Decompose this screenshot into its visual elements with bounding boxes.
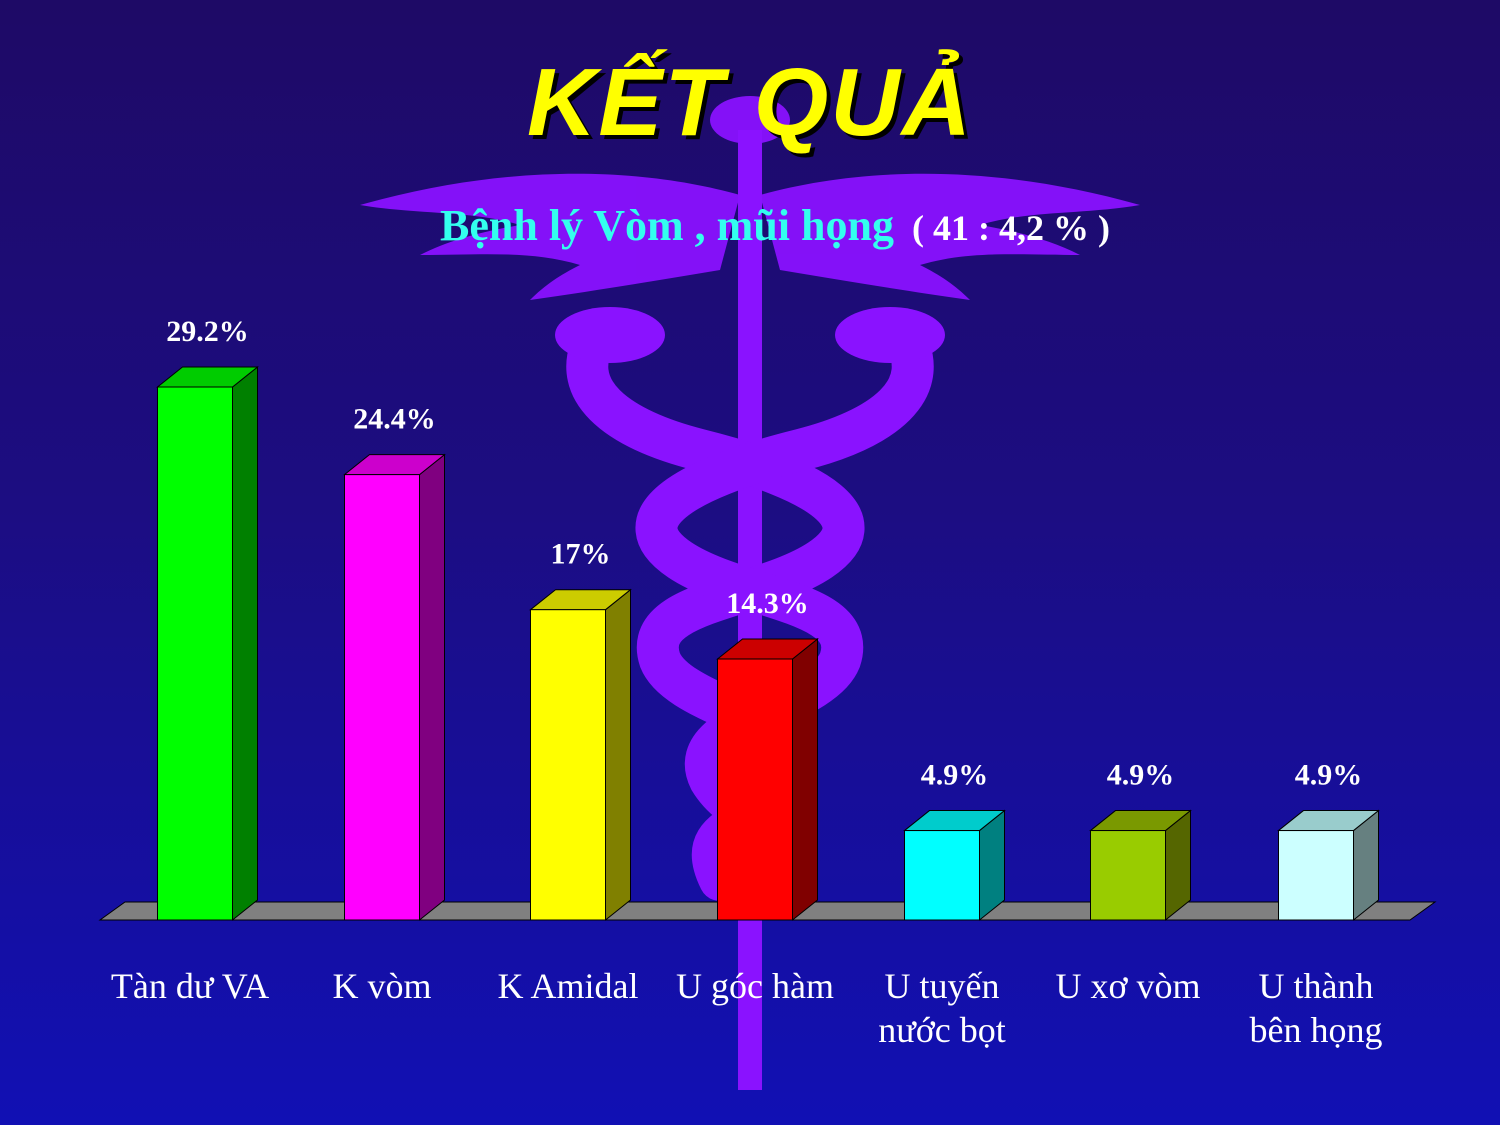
subtitle-text: Bệnh lý Vòm , mũi họng [440,201,894,250]
slide-title: KẾT QUẢ [527,49,973,156]
bar [717,658,793,921]
category-label: bên họng [1250,1010,1383,1050]
subtitle-note: ( 41 : 4,2 % ) [911,208,1110,248]
bar-side [605,588,631,922]
category-label: U góc hàm [676,966,834,1006]
category-label: U tuyến [885,966,1000,1006]
category-label: U thành [1259,966,1374,1006]
bar-value-label: 14.3% [726,587,809,620]
bar-value-label: 4.9% [1295,759,1363,792]
bar [157,386,233,921]
bar-value-label: 4.9% [921,759,989,792]
bar [1278,830,1354,921]
bar-value-label: 17% [551,538,611,571]
bar [344,474,420,921]
category-label: K vòm [333,966,432,1006]
category-label: U xơ vòm [1055,966,1200,1006]
bar-value-label: 29.2% [166,315,249,348]
bar [1090,830,1166,921]
bar-side [232,365,258,922]
bar [904,830,980,921]
bar-value-label: 24.4% [353,403,436,436]
category-label: Tàn dư VA [111,966,269,1006]
bar-value-label: 4.9% [1107,759,1175,792]
bar [530,609,606,921]
chart-subtitle: Bệnh lý Vòm , mũi họng ( 41 : 4,2 % ) [440,200,1110,251]
bar-side [419,453,445,922]
category-label: nước bọt [878,1010,1006,1050]
bar-side [792,637,818,922]
category-label: K Amidal [498,966,639,1006]
